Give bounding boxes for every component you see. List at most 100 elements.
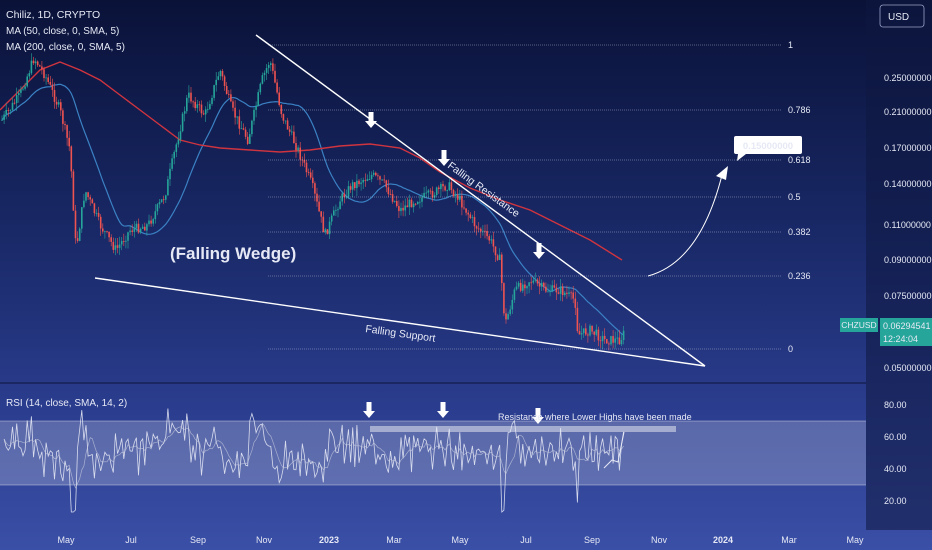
candle-body <box>83 200 85 208</box>
candle-body <box>78 228 81 241</box>
candle-body <box>288 129 291 132</box>
candle-body <box>335 210 337 212</box>
candle-body <box>393 200 396 202</box>
candle-body <box>570 292 572 294</box>
ma200-line <box>0 61 623 261</box>
candle-body <box>524 284 526 289</box>
candle-body <box>186 97 188 112</box>
candle-body <box>284 120 287 122</box>
candle-body <box>351 182 354 190</box>
candle-body <box>402 207 404 211</box>
price-badge <box>880 318 932 346</box>
candle-body <box>24 86 26 89</box>
candle-body <box>253 109 255 121</box>
candle-body <box>200 104 203 114</box>
candle-body <box>564 292 566 296</box>
candle-body <box>589 325 591 336</box>
candle-body <box>370 174 373 180</box>
candle-body <box>39 65 41 67</box>
candle-body <box>221 70 224 77</box>
candle-body <box>118 244 121 248</box>
candle-body <box>156 204 159 212</box>
candle-body <box>91 199 94 204</box>
rsi-tick-label: 60.00 <box>884 432 907 442</box>
resistance-annotation: Falling Resistance <box>445 160 522 220</box>
candle-body <box>362 180 364 183</box>
candle-body <box>425 192 427 194</box>
candle-body <box>601 335 604 342</box>
candle-body <box>553 285 556 288</box>
candle-body <box>519 282 522 291</box>
candle-body <box>391 194 394 202</box>
x-tick-label: May <box>846 535 864 545</box>
currency-button-label: USD <box>888 12 909 23</box>
fib-label: 0.786 <box>788 105 811 115</box>
candle-body <box>465 208 467 213</box>
x-tick-label: May <box>57 535 75 545</box>
candle-body <box>152 219 154 224</box>
candle-body <box>244 129 247 137</box>
candle-body <box>112 241 115 250</box>
candle-body <box>490 239 493 241</box>
candle-body <box>522 284 524 291</box>
candle-body <box>11 102 14 110</box>
rsi-legend: RSI (14, close, SMA, 14, 2) <box>6 398 127 409</box>
candle-body <box>513 289 516 300</box>
candle-body <box>459 195 461 200</box>
projection-arrowhead <box>716 166 728 180</box>
candle-body <box>123 241 125 242</box>
candle-body <box>228 93 230 95</box>
candle-body <box>377 175 379 177</box>
candle-body <box>375 172 377 176</box>
pattern-annotation: (Falling Wedge) <box>170 244 296 263</box>
candle-body <box>446 190 448 191</box>
candle-body <box>456 194 459 200</box>
candle-body <box>574 298 577 308</box>
last-price: 0.06294541 <box>883 321 931 331</box>
candle-body <box>421 197 423 202</box>
candle-body <box>183 111 186 114</box>
candle-body <box>347 186 350 197</box>
candle-body <box>72 171 75 211</box>
candle-body <box>318 201 320 212</box>
rsi-signal-line <box>3 422 624 489</box>
candle-body <box>528 282 530 287</box>
candle-body <box>480 228 482 232</box>
x-tick-label: Mar <box>781 535 797 545</box>
candle-body <box>591 325 593 332</box>
candle-body <box>236 116 238 118</box>
candle-body <box>326 229 329 235</box>
candle-body <box>517 282 520 287</box>
candle-body <box>177 139 180 145</box>
candle-body <box>566 292 568 294</box>
candle-body <box>125 240 127 242</box>
candle-body <box>192 101 194 103</box>
candle-body <box>435 187 438 196</box>
candle-body <box>202 113 205 115</box>
candle-body <box>1 119 3 121</box>
ma50-legend: MA (50, close, 0, SMA, 5) <box>6 26 119 37</box>
ma200-legend: MA (200, close, 0, SMA, 5) <box>6 42 125 53</box>
candle-body <box>559 286 562 294</box>
candle-body <box>242 128 245 130</box>
x-tick-label: Jul <box>520 535 532 545</box>
candle-body <box>314 183 316 194</box>
candle-body <box>93 203 96 214</box>
candle-body <box>278 92 280 105</box>
candle-body <box>486 230 488 237</box>
fib-label: 0.618 <box>788 155 811 165</box>
candle-body <box>580 333 583 335</box>
candle-body <box>354 182 356 189</box>
rsi-annotation: Resistance where Lower Highs have been m… <box>498 412 692 422</box>
countdown: 12:24:04 <box>883 334 918 344</box>
candle-body <box>62 110 64 124</box>
candle-body <box>261 75 264 84</box>
candle-body <box>26 76 28 87</box>
candle-body <box>620 340 623 345</box>
candle-body <box>68 137 70 147</box>
candle-body <box>267 64 270 69</box>
candle-body <box>95 212 98 214</box>
candle-body <box>162 199 165 201</box>
candle-body <box>400 207 402 212</box>
